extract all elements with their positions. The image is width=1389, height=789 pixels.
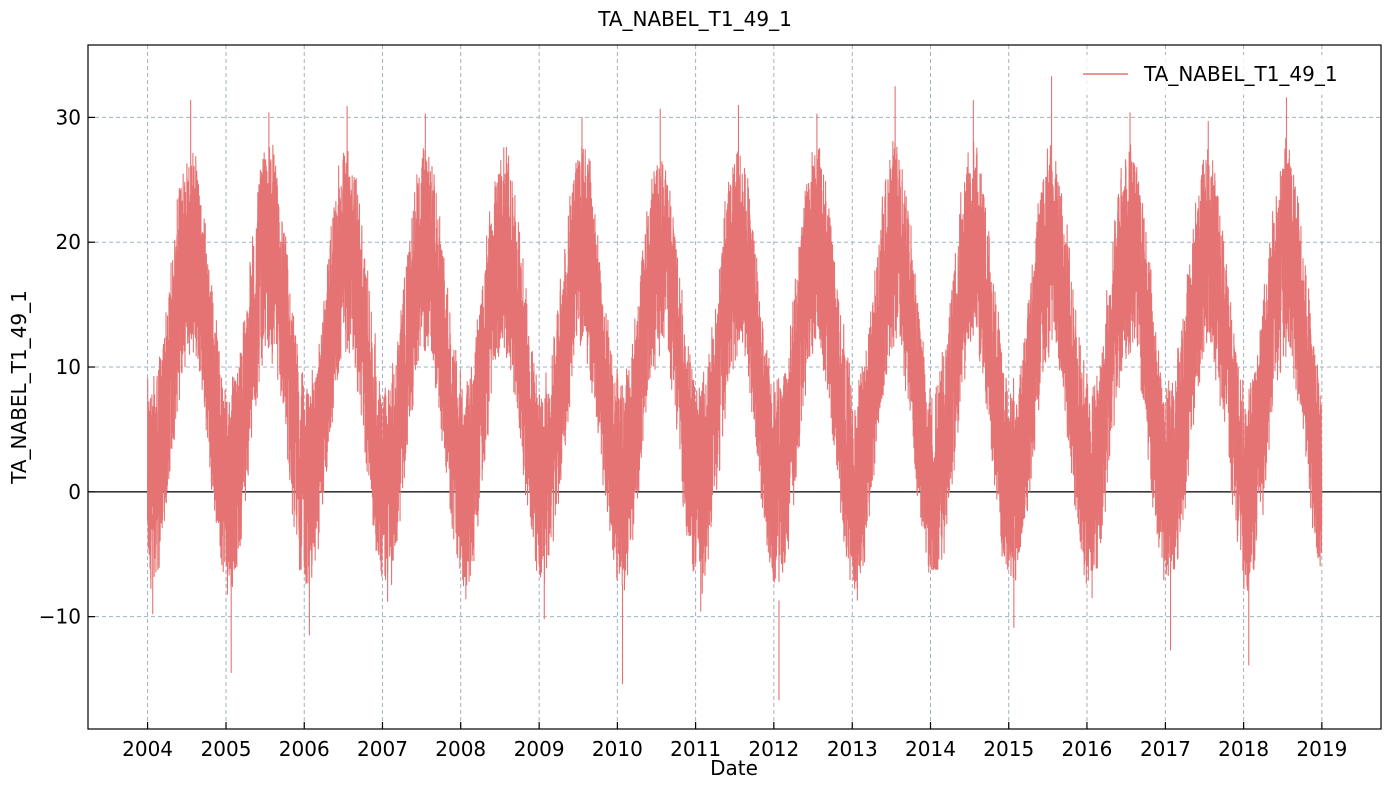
y-axis-label: TA_NABEL_T1_49_1 <box>7 290 31 485</box>
legend-label: TA_NABEL_T1_49_1 <box>1143 62 1338 86</box>
y-tick-label: 30 <box>56 105 81 129</box>
x-tick-label: 2015 <box>983 737 1034 761</box>
x-tick-label: 2011 <box>670 737 721 761</box>
legend-box <box>1071 55 1371 95</box>
y-tick-label: 20 <box>56 230 81 254</box>
x-tick-label: 2009 <box>514 737 565 761</box>
x-tick-label: 2005 <box>201 737 252 761</box>
x-tick-label: 2013 <box>827 737 878 761</box>
legend: TA_NABEL_T1_49_1 <box>1071 55 1371 95</box>
x-tick-label: 2017 <box>1140 737 1191 761</box>
x-tick-label: 2019 <box>1296 737 1347 761</box>
x-axis-label: Date <box>710 756 758 780</box>
x-tick-label: 2010 <box>592 737 643 761</box>
x-tick-label: 2014 <box>905 737 956 761</box>
y-tick-label: −10 <box>39 605 81 629</box>
series-line <box>147 76 1323 701</box>
chart-title: TA_NABEL_T1_49_1 <box>597 7 792 31</box>
x-tick-label: 2008 <box>435 737 486 761</box>
x-tick-label: 2006 <box>279 737 330 761</box>
x-tick-label: 2004 <box>122 737 173 761</box>
axis-ticks: 2004 2005 2006 2007 2008 2009 2010 2011 2012 2013… <box>39 105 1348 761</box>
series-layer <box>147 76 1323 701</box>
x-tick-label: 2018 <box>1218 737 1269 761</box>
x-tick-label: 2007 <box>357 737 408 761</box>
x-tick-label: 2016 <box>1061 737 1112 761</box>
x-tick-label: 2012 <box>748 737 799 761</box>
plot-frame <box>87 44 1382 730</box>
y-tick-label: 0 <box>68 480 81 504</box>
y-tick-label: 10 <box>56 355 81 379</box>
